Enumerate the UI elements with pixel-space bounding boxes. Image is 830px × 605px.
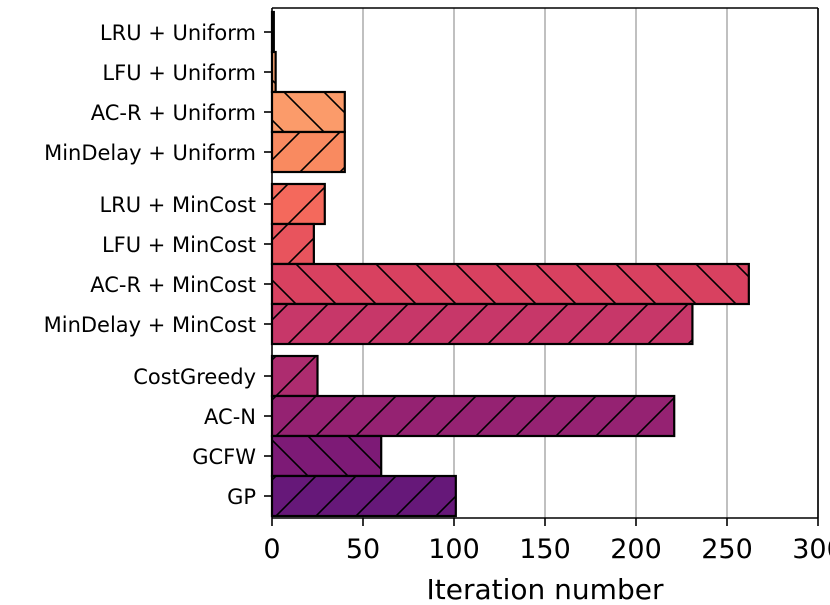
y-tick-label-lru-uniform: LRU + Uniform [100,21,256,45]
bar-hatch-lru-mincost [270,182,326,226]
y-tick-label-ac-r-uniform: AC-R + Uniform [91,101,256,125]
y-tick-label-lfu-mincost: LFU + MinCost [102,233,256,257]
x-tick-label-50: 50 [346,534,380,565]
bar-hatch-lfu-mincost [270,222,315,266]
bar-hatch-gcfw [270,434,383,478]
bar-hatch-mindelay-uniform [270,130,346,174]
bar-hatch-mindelay-mincost [270,302,694,346]
y-tick-label-gp: GP [227,485,256,509]
y-tick-label-lfu-uniform: LFU + Uniform [102,61,256,85]
bar-hatch-costgreedy [270,354,319,398]
x-tick-label-100: 100 [428,534,480,565]
bar-hatch-ac-n [270,394,676,438]
y-tick-label-lru-mincost: LRU + MinCost [99,193,256,217]
x-tick-label-150: 150 [519,534,571,565]
y-tick-label-mindelay-uniform: MinDelay + Uniform [44,141,256,165]
x-tick-label-300: 300 [792,534,830,565]
axes [264,7,819,526]
x-tick-label-200: 200 [610,534,662,565]
x-tick-label-0: 0 [263,534,280,565]
y-tick-label-ac-r-mincost: AC-R + MinCost [90,273,256,297]
x-axis-label: Iteration number [427,573,664,605]
bars [270,10,750,518]
bar-hatch-gp [270,474,457,518]
bar-hatch-ac-r-uniform [270,90,346,134]
y-tick-label-costgreedy: CostGreedy [133,365,256,389]
bar-hatch-ac-r-mincost [270,262,750,306]
y-tick-label-mindelay-mincost: MinDelay + MinCost [44,313,256,337]
y-tick-label-ac-n: AC-N [204,405,256,429]
y-tick-label-gcfw: GCFW [192,445,256,469]
tick-labels: LRU + Uniform LFU + Uniform AC-R + Uniform… [44,21,830,565]
x-tick-label-250: 250 [701,534,753,565]
